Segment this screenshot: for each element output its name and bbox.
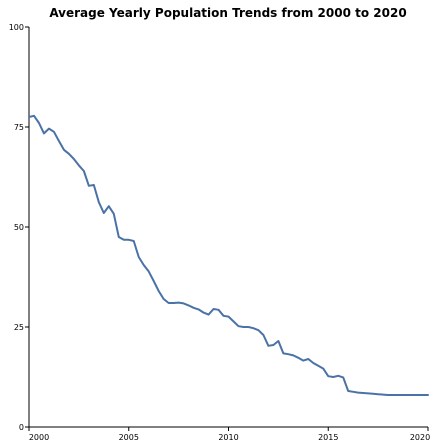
x-ticks: 2000 2005 2010 2015 2020 bbox=[28, 427, 430, 442]
y-ticks: 0 25 50 75 100 bbox=[9, 23, 29, 432]
axes bbox=[28, 27, 428, 428]
y-tick-label: 50 bbox=[14, 223, 24, 232]
x-tick-label: 2010 bbox=[218, 433, 238, 442]
y-tick-label: 0 bbox=[19, 423, 24, 432]
x-tick-label: 2015 bbox=[318, 433, 338, 442]
y-tick-label: 75 bbox=[14, 123, 24, 132]
y-tick-label: 25 bbox=[14, 323, 24, 332]
series-line bbox=[28, 114, 429, 396]
x-tick-label: 2005 bbox=[119, 433, 139, 442]
y-tick-label: 100 bbox=[9, 23, 24, 32]
x-tick-label: 2000 bbox=[29, 433, 49, 442]
x-tick-label: 2020 bbox=[410, 433, 430, 442]
chart-title: Average Yearly Population Trends from 20… bbox=[49, 6, 406, 20]
series-group bbox=[28, 114, 429, 396]
